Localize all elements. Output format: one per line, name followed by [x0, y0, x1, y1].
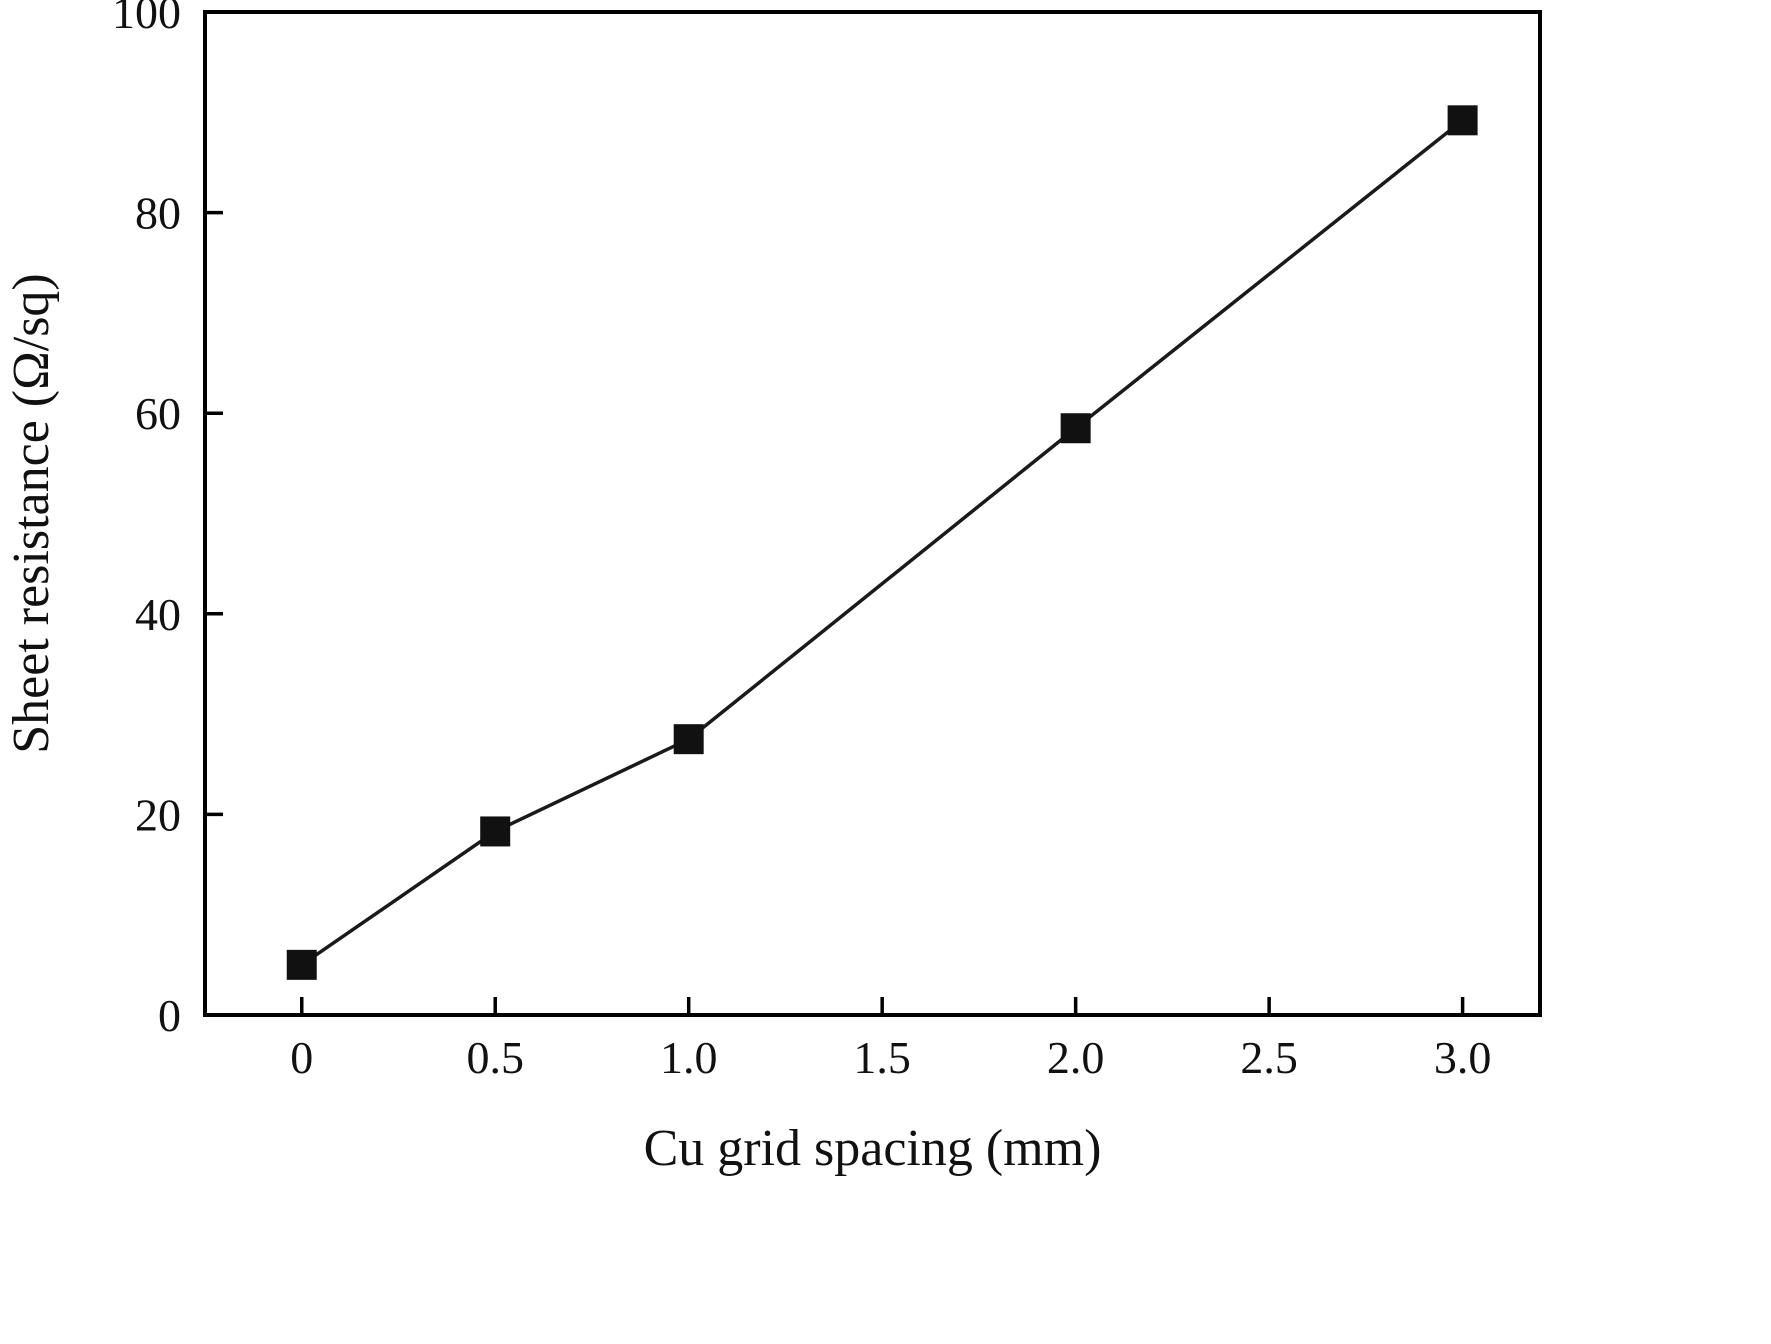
y-tick-label: 80 [135, 188, 181, 239]
y-tick-label: 0 [158, 990, 181, 1041]
line-series [300, 118, 1464, 967]
data-point-marker [1447, 105, 1478, 136]
x-tick-label: 0 [290, 1032, 313, 1083]
x-tick-label: 1.5 [853, 1032, 911, 1083]
x-tick-label: 2.5 [1240, 1032, 1298, 1083]
x-tick-label: 3.0 [1434, 1032, 1492, 1083]
x-tick-label: 1.0 [660, 1032, 718, 1083]
x-tick-label: 0.5 [466, 1032, 524, 1083]
x-tick-label: 2.0 [1047, 1032, 1105, 1083]
y-axis-label: Sheet resistance (Ω/sq) [3, 273, 60, 754]
y-tick-label: 40 [135, 589, 181, 640]
plot-frame [203, 10, 1542, 1017]
data-point-marker [1060, 413, 1091, 444]
data-point-marker [480, 816, 511, 847]
y-tick-label: 20 [135, 789, 181, 840]
data-point-marker [286, 949, 317, 980]
data-point-marker [673, 724, 704, 755]
y-tick-label: 100 [112, 0, 181, 38]
x-axis-label: Cu grid spacing (mm) [644, 1120, 1102, 1177]
y-tick-label: 60 [135, 388, 181, 439]
